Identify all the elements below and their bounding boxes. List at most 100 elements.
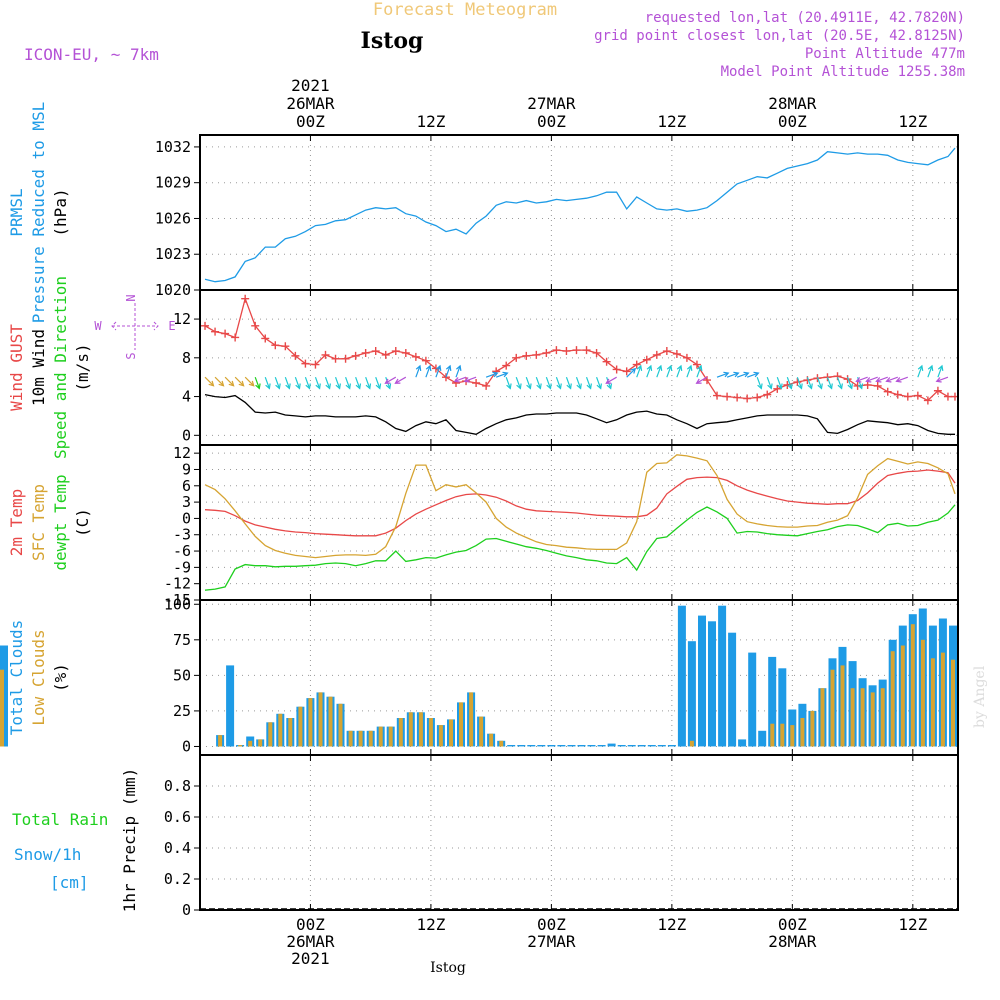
wind-arrow-head — [506, 383, 512, 390]
wind-arrow-head — [935, 377, 942, 383]
y-tick-label: 1020 — [155, 281, 191, 299]
wind-arrow — [355, 376, 361, 389]
gust-marker — [502, 361, 511, 370]
total-cloud-bar — [547, 745, 556, 747]
wind-arrow — [294, 376, 301, 389]
wind-arrow-head — [636, 364, 643, 371]
y-tick-label: 8 — [182, 349, 191, 367]
compass-cross — [111, 303, 159, 350]
wind-arrow-head — [502, 371, 509, 378]
low-cloud-bar — [288, 718, 293, 747]
wind-arrow — [696, 376, 708, 384]
wind-arrow-head — [855, 377, 862, 383]
wind-arrow — [936, 376, 949, 382]
panel-label: Speed and Direction — [51, 276, 70, 459]
series-line-prmsl — [204, 147, 956, 283]
wind-arrow-head — [696, 364, 703, 371]
total-cloud-bar — [627, 745, 636, 747]
wind-arrow-head — [743, 371, 750, 378]
wind-arrow — [244, 376, 255, 387]
wind-arrow — [696, 365, 702, 378]
wind-arrow-head — [248, 380, 255, 387]
total-cloud-bar — [637, 745, 646, 747]
time-label-top: 00Z — [778, 112, 807, 131]
wind-arrow-head — [445, 364, 452, 371]
low-cloud-bar — [378, 726, 383, 747]
time-label-bottom: 12Z — [416, 915, 445, 934]
low-cloud-bar — [218, 735, 223, 747]
wind-arrow-head — [415, 364, 422, 371]
y-tick-label: 4 — [182, 388, 191, 406]
gust-marker — [221, 329, 230, 338]
total-cloud-bar — [708, 621, 716, 747]
y-tick-label: 0 — [182, 509, 191, 527]
wind-arrow — [415, 365, 421, 378]
wind-arrow — [454, 376, 467, 382]
low-cloud-bar — [489, 733, 494, 747]
time-label-bottom: 00Z — [778, 915, 807, 934]
wind-arrow-head — [733, 371, 740, 378]
gust-marker — [763, 390, 772, 399]
wind-arrow-head — [238, 380, 245, 387]
wind-arrow — [435, 365, 441, 378]
wind-arrow-head — [630, 367, 637, 374]
wind-arrow — [375, 376, 381, 389]
panel-label: (m/s) — [73, 343, 92, 391]
gust-marker — [662, 347, 671, 356]
wind-arrow-head — [723, 371, 730, 378]
panel-frame — [199, 754, 959, 911]
gust-marker — [441, 373, 450, 382]
low-cloud-bar — [348, 730, 353, 747]
y-tick-label: 0 — [182, 737, 191, 755]
gridpoint-location: grid point closest lon,lat (20.5E, 42.81… — [594, 28, 965, 44]
wind-arrow — [676, 365, 682, 378]
low-cloud-bar — [408, 712, 413, 747]
wind-arrow — [324, 376, 331, 389]
wind-arrow-head — [384, 378, 391, 384]
time-label-top: 2021 — [291, 76, 330, 95]
panel-label: Wind GUST — [7, 324, 26, 411]
low-cloud-bar — [790, 725, 795, 747]
wind-arrow-head — [837, 383, 843, 390]
gust-marker — [622, 367, 631, 376]
wind-arrow-head — [305, 383, 311, 390]
low-cloud-bar — [358, 730, 363, 747]
total-cloud-bar — [617, 745, 626, 747]
wind-arrow — [455, 365, 461, 378]
y-tick-label: 1032 — [155, 138, 191, 156]
time-label-bottom: 00Z — [296, 915, 325, 934]
low-cloud-bar — [418, 712, 423, 747]
wind-arrow — [746, 372, 759, 378]
total-cloud-bar — [557, 745, 566, 747]
gust-marker — [602, 357, 611, 366]
panel-label: (C) — [73, 508, 92, 537]
total-cloud-bar — [677, 605, 686, 747]
wind-arrow — [646, 365, 652, 378]
wind-arrow — [716, 372, 729, 378]
y-tick-label: 75 — [173, 631, 191, 649]
low-cloud-bar — [328, 696, 333, 747]
wind-arrow — [525, 376, 531, 389]
wind-arrow-head — [596, 383, 602, 390]
gust-marker — [261, 334, 270, 343]
gust-marker — [692, 360, 701, 369]
wind-arrow-head — [394, 378, 401, 384]
time-label-top: 00Z — [537, 112, 566, 131]
low-cloud-bar — [338, 703, 343, 747]
gust-marker — [592, 348, 601, 357]
clouds-panel: 0 25 50 75 100 Total Clouds Low Clouds (%) — [0, 595, 959, 756]
total-cloud-bar — [226, 665, 235, 747]
gust-marker — [903, 392, 912, 401]
low-cloud-bar — [438, 725, 443, 747]
panel-label: PRMSL — [7, 188, 26, 236]
wind-arrow-head — [228, 380, 235, 387]
y-tick-label: 1026 — [155, 209, 191, 227]
wind-arrow-head — [425, 364, 432, 371]
total-cloud-bar — [517, 745, 526, 747]
time-label-bottom: 00Z — [537, 915, 566, 934]
y-tick-label: -12 — [164, 575, 191, 593]
wind-arrow — [485, 372, 498, 378]
wind-arrow — [445, 365, 451, 378]
wind-arrow — [264, 376, 270, 389]
